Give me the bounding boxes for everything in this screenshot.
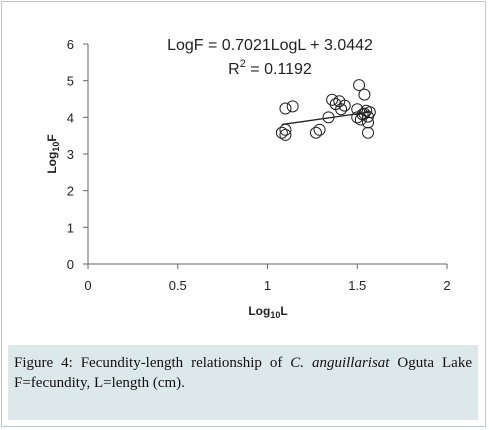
y-tick-label: 3 [67,147,74,162]
data-point [326,93,339,106]
r-squared-label: R2 = 0.1192 [228,58,312,78]
y-tick-label: 2 [67,184,74,199]
scatter-chart: 0 1 2 3 4 5 6 0 0.5 1 1.5 2 LogF = 0.7021LogL + 3.… [45,37,451,320]
r2-value: = 0.1192 [246,61,312,78]
data-point [309,126,322,139]
data-point [335,103,348,116]
data-point [275,126,288,139]
x-ticks: 0 0.5 1 1.5 2 [84,264,451,293]
y-axis-label-tail: F [45,134,59,141]
y-axis-label-subscript: 10 [51,142,61,152]
y-tick-label: 1 [67,220,74,235]
caption-label: Figure 4: [14,355,73,371]
y-axis-label: Log10F [45,134,61,173]
data-point [286,100,299,113]
x-axis-label-subscript: 10 [270,310,280,320]
x-tick-label: 2 [443,278,450,293]
x-tick-label: 0.5 [169,278,187,293]
y-tick-label: 5 [67,74,74,89]
y-axis-label-main: Log [45,152,59,174]
y-ticks: 0 1 2 3 4 5 6 [67,37,88,272]
data-point [279,123,292,136]
x-axis-label-main: Log [248,304,270,318]
data-point [362,126,375,139]
x-tick-label: 1.5 [348,278,366,293]
data-point [353,79,366,92]
r2-prefix: R [228,61,240,78]
data-point [279,102,292,115]
x-axis-label: Log10L [248,304,287,320]
x-tick-label: 0 [84,278,91,293]
data-point [358,107,371,120]
data-point [363,106,376,119]
caption-text-after: Oguta Lake F=fecundity, L=length (cm). [14,355,472,391]
data-point [354,113,367,126]
data-points [275,79,376,141]
figure-caption: Figure 4: Fecundity-length relationship … [8,345,478,420]
data-point [322,111,335,124]
caption-species: C. anguillarisat [290,355,390,371]
data-point [313,123,326,136]
y-tick-label: 0 [67,257,74,272]
data-point [358,88,371,101]
caption-text-before: Fecundity-length relationship of [72,355,291,371]
r2-superscript: 2 [240,58,246,70]
y-tick-label: 6 [67,37,74,52]
data-point [338,99,351,112]
x-tick-label: 1 [264,278,271,293]
x-axis-label-tail: L [280,304,287,318]
y-tick-label: 4 [67,110,74,125]
data-point [279,128,292,141]
regression-equation: LogF = 0.7021LogL + 3.0442 [167,37,373,54]
